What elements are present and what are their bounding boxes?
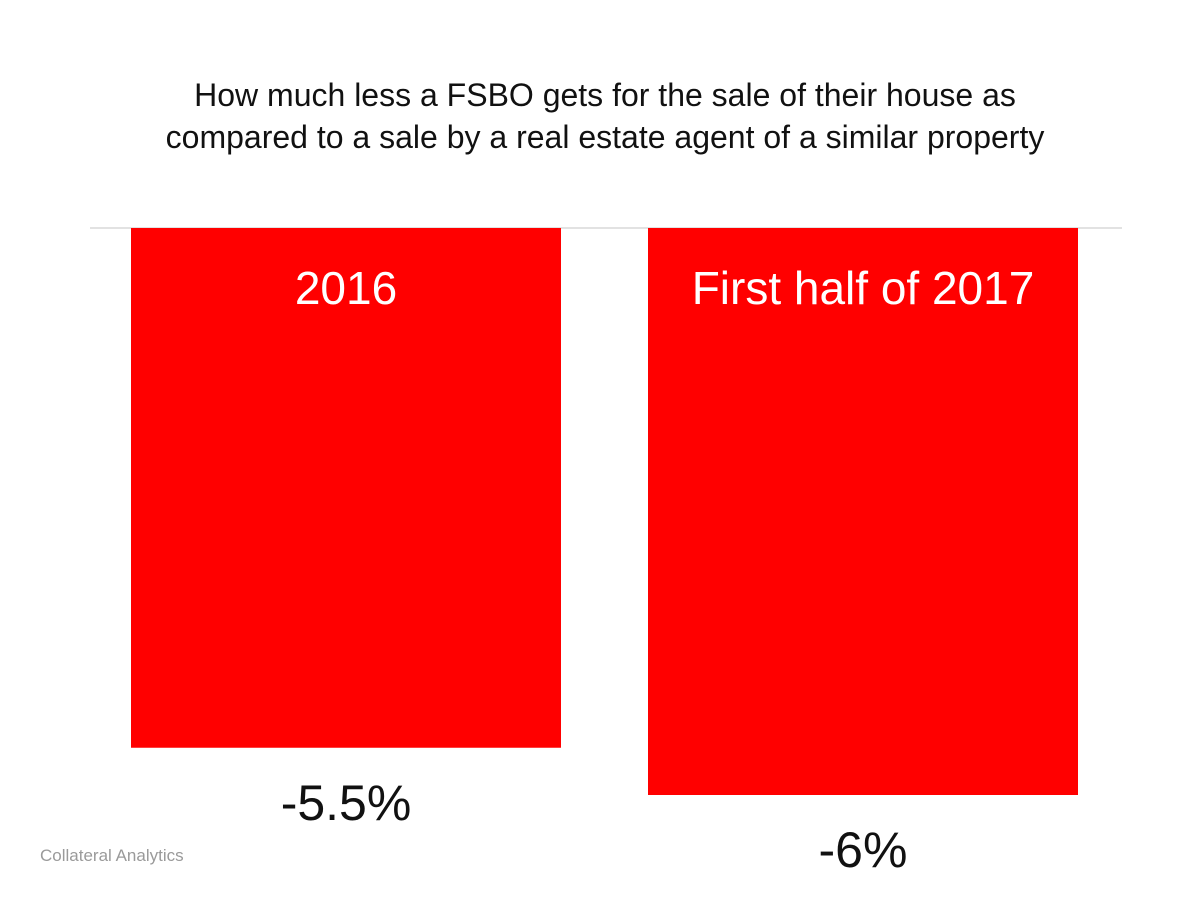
value-label-0: -5.5%: [281, 775, 412, 831]
bar-1: [648, 228, 1078, 795]
category-label-0: 2016: [295, 262, 397, 314]
bar-0: [131, 228, 561, 748]
source-credit: Collateral Analytics: [40, 846, 184, 865]
category-label-1: First half of 2017: [692, 262, 1035, 314]
chart-title-line-1: How much less a FSBO gets for the sale o…: [194, 77, 1016, 113]
chart-title: How much less a FSBO gets for the sale o…: [0, 74, 1200, 158]
value-label-1: -6%: [819, 822, 908, 878]
chart-title-line-2: compared to a sale by a real estate agen…: [165, 119, 1045, 155]
